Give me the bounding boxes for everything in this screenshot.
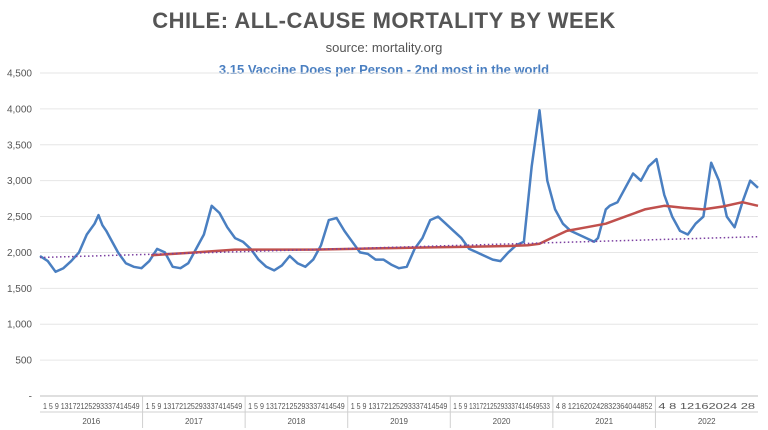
axes: - 500 1,000 1,500 2,000 2,500 3,000 3,500 4,000 4… — [7, 69, 758, 428]
y-tick-label: 1,500 — [7, 284, 32, 295]
x-week-ticks: 1 5 9 13172125293337414549 — [43, 402, 140, 411]
x-week-ticks: 1 5 9 13172125293337414549 — [351, 402, 448, 411]
chart-title: CHILE: ALL-CAUSE MORTALITY BY WEEK — [152, 8, 616, 33]
grid — [40, 72, 758, 397]
y-tick-label: - — [29, 392, 32, 403]
x-week-ticks: 1 5 9 13172125293337414549 — [248, 402, 345, 411]
y-tick-label: 4,000 — [7, 104, 32, 115]
series-group — [39, 109, 759, 274]
y-tick-label: 2,000 — [7, 248, 32, 259]
x-year-label: 2018 — [288, 417, 306, 426]
x-year-label: 2017 — [185, 417, 203, 426]
x-year-label: 2021 — [595, 417, 613, 426]
y-tick-label: 500 — [15, 356, 32, 367]
x-year-label: 2020 — [493, 417, 511, 426]
x-week-ticks: 4 8 121620242832364044852 — [556, 402, 653, 411]
series-line-weekly-deaths — [39, 109, 759, 274]
x-week-ticks: 1 5 9 13172125293337414549533 — [453, 402, 550, 411]
x-year-label: 2019 — [390, 417, 408, 426]
x-week-ticks: 4 8 12162024 28 — [658, 402, 755, 411]
y-tick-label: 3,000 — [7, 176, 32, 187]
y-tick-label: 2,500 — [7, 212, 32, 223]
y-tick-label: 4,500 — [7, 69, 32, 80]
x-year-label: 2016 — [82, 417, 100, 426]
chart-subtitle: source: mortality.org — [325, 40, 443, 55]
y-tick-label: 1,000 — [7, 320, 32, 331]
y-tick-label: 3,500 — [7, 140, 32, 151]
series-line-moving-average — [151, 200, 759, 257]
x-year-label: 2022 — [698, 417, 716, 426]
x-week-ticks: 1 5 9 13172125293337414549 — [146, 402, 243, 411]
